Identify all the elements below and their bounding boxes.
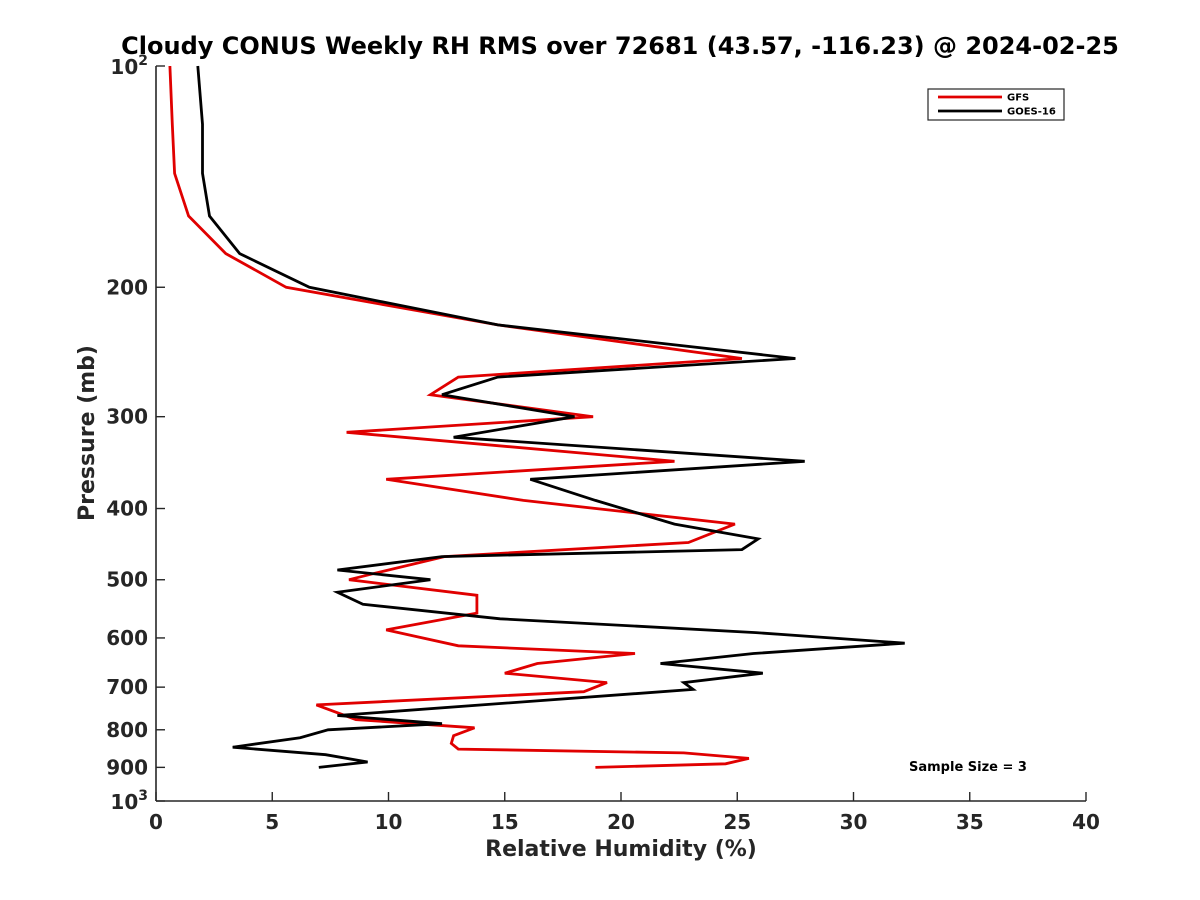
x-tick-label: 35 — [956, 810, 984, 834]
y-tick-label: 400 — [106, 497, 148, 521]
series-layer — [168, 65, 905, 769]
y-tick-label: 900 — [106, 755, 148, 779]
y-tick-label: 700 — [106, 675, 148, 699]
x-tick-label: 30 — [840, 810, 868, 834]
y-tick-label: 200 — [106, 275, 148, 299]
chart-title: Cloudy CONUS Weekly RH RMS over 72681 (4… — [121, 32, 1119, 60]
series-line-goes-16 — [196, 65, 905, 769]
series-line-gfs — [168, 65, 750, 769]
x-tick-label: 0 — [149, 810, 163, 834]
sample-size-annotation: Sample Size = 3 — [909, 760, 1027, 775]
y-tick-label: 103 — [110, 788, 148, 814]
legend-label: GFS — [1007, 93, 1029, 104]
x-tick-label: 15 — [491, 810, 519, 834]
x-tick-label: 20 — [607, 810, 635, 834]
x-tick-label: 5 — [265, 810, 279, 834]
legend-label: GOES-16 — [1007, 107, 1056, 118]
plot-area — [155, 66, 1086, 802]
y-tick-label: 300 — [106, 405, 148, 429]
y-ticks: 200 300 400 500 600 700 800 900 102 103 — [106, 53, 165, 814]
x-axis-label: Relative Humidity (%) — [485, 837, 757, 862]
y-tick-label: 800 — [106, 718, 148, 742]
x-tick-label: 10 — [375, 810, 403, 834]
x-tick-label: 25 — [723, 810, 751, 834]
legend-box — [927, 88, 1065, 121]
legend: GFS GOES-16 — [927, 88, 1065, 121]
y-tick-label: 102 — [110, 53, 148, 79]
y-tick-label: 500 — [106, 568, 148, 592]
x-tick-label: 40 — [1072, 810, 1100, 834]
y-axis-label: Pressure (mb) — [75, 345, 100, 521]
x-ticks: 0 5 10 15 20 25 30 35 40 — [149, 792, 1100, 834]
y-tick-label: 600 — [106, 626, 148, 650]
